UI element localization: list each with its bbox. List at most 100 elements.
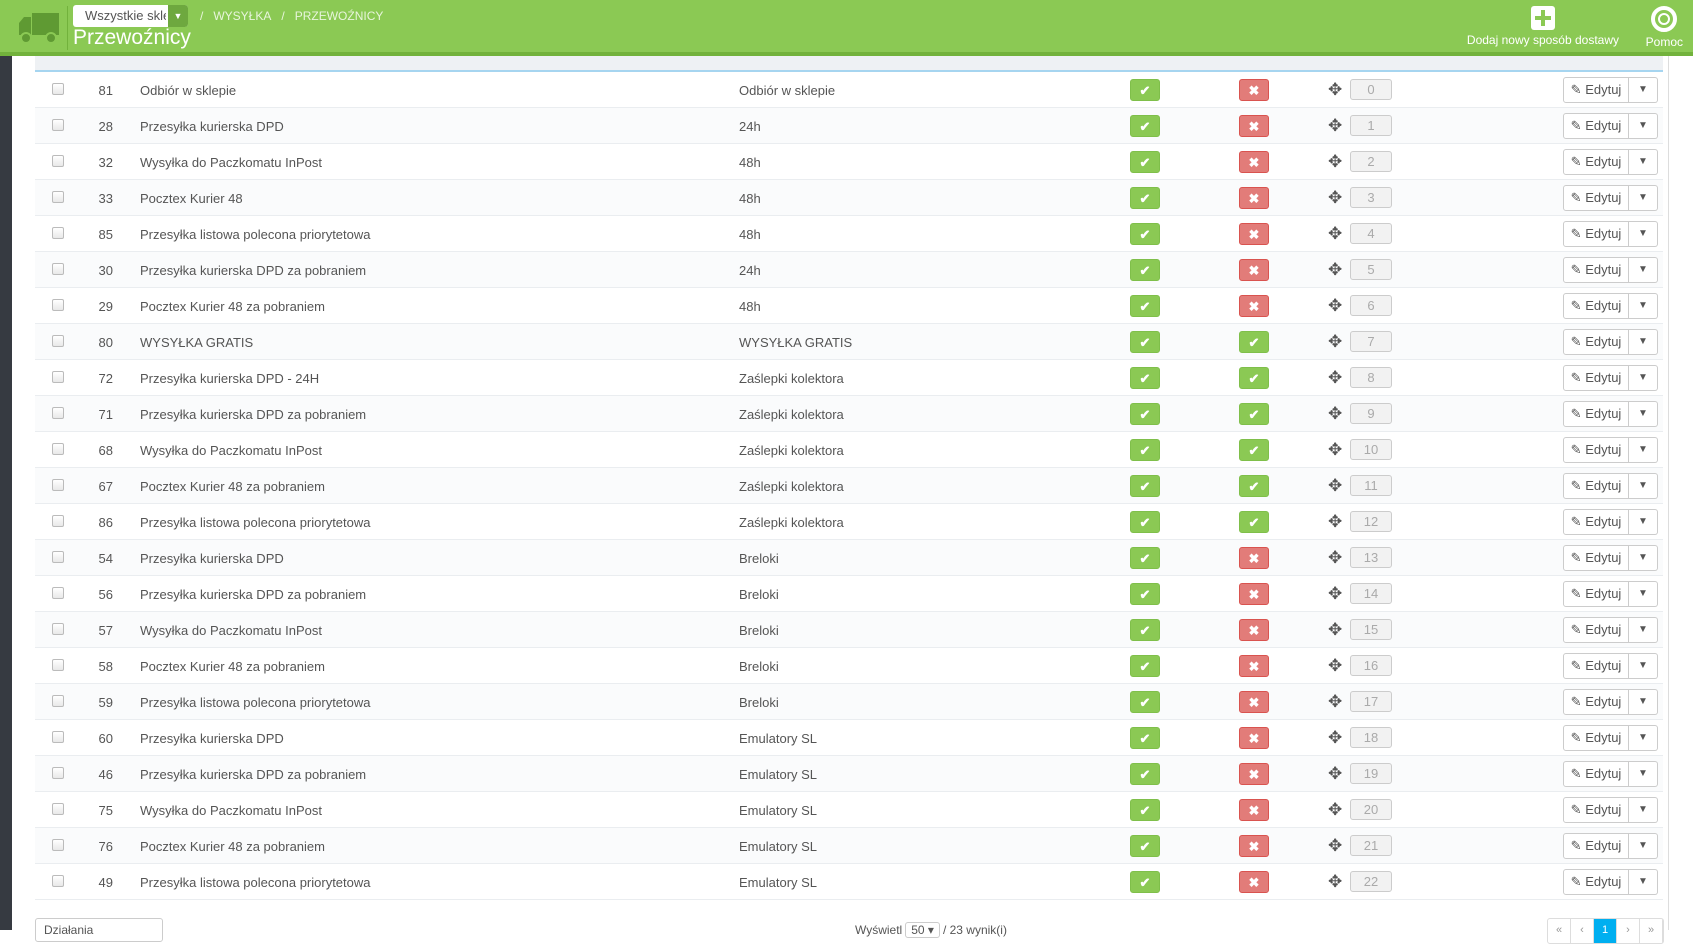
row-actions-dropdown[interactable]: ▼ <box>1629 77 1658 103</box>
active-toggle[interactable]: ✔ <box>1130 259 1160 281</box>
row-actions-dropdown[interactable]: ▼ <box>1629 581 1658 607</box>
move-handle-icon[interactable]: ✥ <box>1328 80 1343 99</box>
edit-button[interactable]: ✎ Edytuj <box>1563 293 1629 319</box>
page-link[interactable]: « <box>1548 919 1571 943</box>
active-toggle[interactable]: ✔ <box>1130 331 1160 353</box>
edit-button[interactable]: ✎ Edytuj <box>1563 833 1629 859</box>
page-link[interactable]: » <box>1640 919 1663 943</box>
free-shipping-toggle[interactable]: ✔ <box>1239 403 1269 425</box>
move-handle-icon[interactable]: ✥ <box>1328 800 1343 819</box>
active-toggle[interactable]: ✔ <box>1130 799 1160 821</box>
row-actions-dropdown[interactable]: ▼ <box>1629 257 1658 283</box>
row-checkbox[interactable] <box>52 299 64 311</box>
edit-button[interactable]: ✎ Edytuj <box>1563 653 1629 679</box>
active-toggle[interactable]: ✔ <box>1130 763 1160 785</box>
move-handle-icon[interactable]: ✥ <box>1328 332 1343 351</box>
move-handle-icon[interactable]: ✥ <box>1328 584 1343 603</box>
move-handle-icon[interactable]: ✥ <box>1328 512 1343 531</box>
row-actions-dropdown[interactable]: ▼ <box>1629 149 1658 175</box>
active-toggle[interactable]: ✔ <box>1130 367 1160 389</box>
row-actions-dropdown[interactable]: ▼ <box>1629 437 1658 463</box>
row-checkbox[interactable] <box>52 875 64 887</box>
row-checkbox[interactable] <box>52 371 64 383</box>
move-handle-icon[interactable]: ✥ <box>1328 404 1343 423</box>
edit-button[interactable]: ✎ Edytuj <box>1563 545 1629 571</box>
edit-button[interactable]: ✎ Edytuj <box>1563 797 1629 823</box>
row-checkbox[interactable] <box>52 263 64 275</box>
row-actions-dropdown[interactable]: ▼ <box>1629 761 1658 787</box>
active-toggle[interactable]: ✔ <box>1130 727 1160 749</box>
page-link[interactable]: › <box>1617 919 1640 943</box>
edit-button[interactable]: ✎ Edytuj <box>1563 113 1629 139</box>
row-actions-dropdown[interactable]: ▼ <box>1629 653 1658 679</box>
row-actions-dropdown[interactable]: ▼ <box>1629 401 1658 427</box>
free-shipping-toggle[interactable]: ✖ <box>1239 547 1269 569</box>
row-checkbox[interactable] <box>52 731 64 743</box>
active-toggle[interactable]: ✔ <box>1130 583 1160 605</box>
move-handle-icon[interactable]: ✥ <box>1328 656 1343 675</box>
row-actions-dropdown[interactable]: ▼ <box>1629 113 1658 139</box>
free-shipping-toggle[interactable]: ✖ <box>1239 223 1269 245</box>
row-checkbox[interactable] <box>52 695 64 707</box>
edit-button[interactable]: ✎ Edytuj <box>1563 725 1629 751</box>
free-shipping-toggle[interactable]: ✖ <box>1239 259 1269 281</box>
active-toggle[interactable]: ✔ <box>1130 547 1160 569</box>
active-toggle[interactable]: ✔ <box>1130 871 1160 893</box>
active-toggle[interactable]: ✔ <box>1130 835 1160 857</box>
free-shipping-toggle[interactable]: ✖ <box>1239 655 1269 677</box>
move-handle-icon[interactable]: ✥ <box>1328 476 1343 495</box>
active-toggle[interactable]: ✔ <box>1130 151 1160 173</box>
active-toggle[interactable]: ✔ <box>1130 439 1160 461</box>
edit-button[interactable]: ✎ Edytuj <box>1563 617 1629 643</box>
active-toggle[interactable]: ✔ <box>1130 655 1160 677</box>
edit-button[interactable]: ✎ Edytuj <box>1563 689 1629 715</box>
active-toggle[interactable]: ✔ <box>1130 115 1160 137</box>
row-actions-dropdown[interactable]: ▼ <box>1629 545 1658 571</box>
row-actions-dropdown[interactable]: ▼ <box>1629 473 1658 499</box>
free-shipping-toggle[interactable]: ✖ <box>1239 763 1269 785</box>
add-carrier-button[interactable]: Dodaj nowy sposób dostawy <box>1467 6 1619 47</box>
row-checkbox[interactable] <box>52 119 64 131</box>
row-checkbox[interactable] <box>52 443 64 455</box>
active-toggle[interactable]: ✔ <box>1130 403 1160 425</box>
active-toggle[interactable]: ✔ <box>1130 187 1160 209</box>
free-shipping-toggle[interactable]: ✖ <box>1239 151 1269 173</box>
move-handle-icon[interactable]: ✥ <box>1328 296 1343 315</box>
row-checkbox[interactable] <box>52 767 64 779</box>
active-toggle[interactable]: ✔ <box>1130 223 1160 245</box>
row-checkbox[interactable] <box>52 83 64 95</box>
move-handle-icon[interactable]: ✥ <box>1328 260 1343 279</box>
edit-button[interactable]: ✎ Edytuj <box>1563 221 1629 247</box>
active-toggle[interactable]: ✔ <box>1130 511 1160 533</box>
move-handle-icon[interactable]: ✥ <box>1328 692 1343 711</box>
row-checkbox[interactable] <box>52 803 64 815</box>
free-shipping-toggle[interactable]: ✖ <box>1239 115 1269 137</box>
move-handle-icon[interactable]: ✥ <box>1328 836 1343 855</box>
free-shipping-toggle[interactable]: ✔ <box>1239 367 1269 389</box>
active-toggle[interactable]: ✔ <box>1130 79 1160 101</box>
edit-button[interactable]: ✎ Edytuj <box>1563 365 1629 391</box>
free-shipping-toggle[interactable]: ✔ <box>1239 475 1269 497</box>
edit-button[interactable]: ✎ Edytuj <box>1563 473 1629 499</box>
edit-button[interactable]: ✎ Edytuj <box>1563 869 1629 895</box>
row-actions-dropdown[interactable]: ▼ <box>1629 797 1658 823</box>
move-handle-icon[interactable]: ✥ <box>1328 116 1343 135</box>
edit-button[interactable]: ✎ Edytuj <box>1563 329 1629 355</box>
row-checkbox[interactable] <box>52 407 64 419</box>
move-handle-icon[interactable]: ✥ <box>1328 152 1343 171</box>
shop-select[interactable]: Wszystkie sklepy▼ <box>73 5 188 27</box>
active-toggle[interactable]: ✔ <box>1130 619 1160 641</box>
row-actions-dropdown[interactable]: ▼ <box>1629 293 1658 319</box>
free-shipping-toggle[interactable]: ✖ <box>1239 799 1269 821</box>
free-shipping-toggle[interactable]: ✖ <box>1239 187 1269 209</box>
move-handle-icon[interactable]: ✥ <box>1328 188 1343 207</box>
breadcrumb-item[interactable]: WYSYŁKA <box>213 9 272 23</box>
row-actions-dropdown[interactable]: ▼ <box>1629 617 1658 643</box>
edit-button[interactable]: ✎ Edytuj <box>1563 581 1629 607</box>
free-shipping-toggle[interactable]: ✔ <box>1239 511 1269 533</box>
move-handle-icon[interactable]: ✥ <box>1328 764 1343 783</box>
active-toggle[interactable]: ✔ <box>1130 691 1160 713</box>
breadcrumb-item[interactable]: PRZEWOŹNICY <box>294 9 384 23</box>
bulk-actions-button[interactable]: Działania <box>35 918 163 942</box>
active-toggle[interactable]: ✔ <box>1130 295 1160 317</box>
